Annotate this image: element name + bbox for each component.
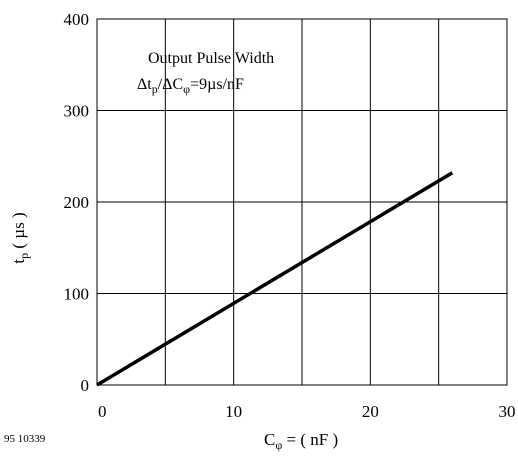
x-tick-label: 20 xyxy=(362,402,379,421)
x-tick-label: 10 xyxy=(225,402,242,421)
y-tick-label: 400 xyxy=(64,10,90,29)
annotation-delta-t: Δt xyxy=(137,76,152,93)
annotation-sub-phi: φ xyxy=(183,82,190,96)
y-tick-label: 100 xyxy=(64,285,90,304)
x-axis-title: Cφ = ( nF ) xyxy=(264,430,338,452)
y-axis-title-rest: ( µs ) xyxy=(9,212,28,252)
grid xyxy=(97,19,507,385)
x-axis-title-main: C xyxy=(264,430,275,449)
series xyxy=(97,173,452,385)
annotation-delta-c: /ΔC xyxy=(158,76,183,93)
x-tick-label: 0 xyxy=(98,402,107,421)
annotation-line2: Δtp/ΔCφ=9µs/nF xyxy=(137,76,244,96)
y-tick-label: 300 xyxy=(64,102,90,121)
x-tick-label: 30 xyxy=(499,402,516,421)
y-tick-label: 200 xyxy=(64,193,90,212)
annotation-line1: Output Pulse Width xyxy=(148,50,274,67)
x-axis-title-rest: = ( nF ) xyxy=(282,430,338,449)
figure-id: 95 10339 xyxy=(4,433,46,445)
x-axis-title-sub: φ xyxy=(275,438,282,452)
y-axis-title: tp ( µs ) xyxy=(9,212,31,263)
series-line xyxy=(97,173,452,385)
annotation-rate: =9µs/nF xyxy=(190,76,244,93)
y-tick-label: 0 xyxy=(81,376,90,395)
